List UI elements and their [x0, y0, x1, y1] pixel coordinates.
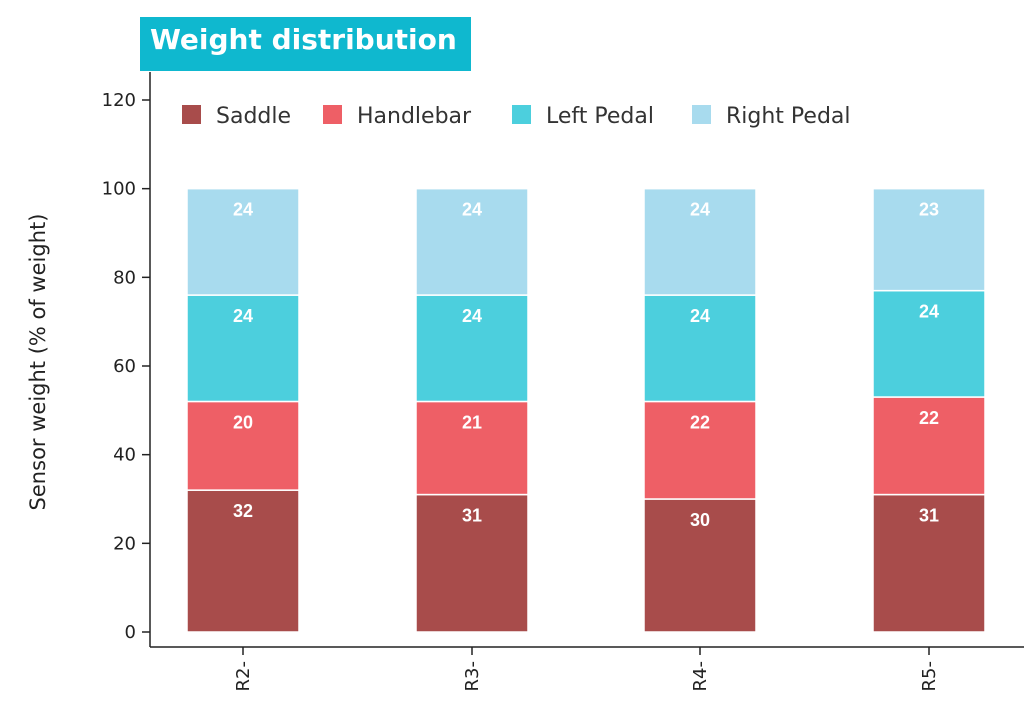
bar-segment-handlebar	[186, 400, 300, 491]
bar-segment-handlebar	[643, 400, 757, 500]
chart-title-background	[140, 17, 471, 71]
legend-label: Handlebar	[357, 104, 472, 129]
legend-swatch	[182, 105, 201, 124]
y-tick-label: 120	[102, 90, 136, 111]
bar-segment-right-pedal	[415, 187, 529, 296]
bar-segment-right-pedal	[643, 187, 757, 296]
bar-value-label: 22	[919, 408, 939, 428]
legend-swatch	[692, 105, 711, 124]
x-tick-label: R3-	[462, 661, 483, 691]
bar-value-label: 24	[919, 302, 939, 322]
x-tick-label: R4-	[690, 661, 711, 691]
bar-segment-left-pedal	[415, 294, 529, 403]
axes: 0 20 40 60 80 100 120 R2- R3- R4- R5-	[102, 72, 1024, 691]
bar-value-label: 23	[919, 200, 939, 220]
y-tick-label: 0	[125, 622, 136, 643]
bar-value-label: 24	[233, 200, 253, 220]
bar-value-label: 24	[690, 200, 710, 220]
bar-value-label: 31	[919, 506, 939, 526]
bar-segment-right-pedal	[186, 187, 300, 296]
y-tick-label: 20	[113, 533, 136, 554]
legend: Saddle Handlebar Left Pedal Right Pedal	[182, 104, 851, 129]
bar-value-label: 30	[690, 510, 710, 530]
y-tick-label: 40	[113, 445, 136, 466]
legend-label: Right Pedal	[726, 104, 851, 129]
bar-value-label: 32	[233, 501, 253, 521]
legend-label: Saddle	[216, 104, 291, 129]
y-axis-label: Sensor weight (% of weight)	[26, 214, 50, 511]
legend-label: Left Pedal	[546, 104, 654, 129]
bar-value-label: 24	[233, 306, 253, 326]
x-tick-label: R2-	[233, 661, 254, 691]
bar-segment-left-pedal	[643, 294, 757, 403]
bar-segment-left-pedal	[186, 294, 300, 403]
legend-swatch	[512, 105, 531, 124]
bar-value-label: 20	[233, 412, 253, 432]
bar-value-label: 21	[462, 412, 482, 432]
legend-swatch	[323, 105, 342, 124]
y-tick-label: 100	[102, 179, 136, 200]
chart-title: Weight distribution	[150, 23, 457, 56]
bar-value-label: 31	[462, 506, 482, 526]
x-tick-label: R5-	[919, 661, 940, 691]
bar-segment-saddle	[415, 493, 529, 633]
bar-segment-right-pedal	[872, 187, 986, 292]
bar-segment-saddle	[186, 489, 300, 633]
bar-segment-left-pedal	[872, 289, 986, 398]
bar-segment-handlebar	[872, 396, 986, 496]
bar-segment-handlebar	[415, 400, 529, 496]
bar-value-label: 24	[690, 306, 710, 326]
y-tick-label: 60	[113, 356, 136, 377]
y-tick-label: 80	[113, 267, 136, 288]
bars: 32 20 24 24 31 21 24 24 30 22 24 24 31 22 24 23	[186, 187, 986, 633]
bar-value-label: 22	[690, 412, 710, 432]
bar-value-label: 24	[462, 306, 482, 326]
bar-value-label: 24	[462, 200, 482, 220]
